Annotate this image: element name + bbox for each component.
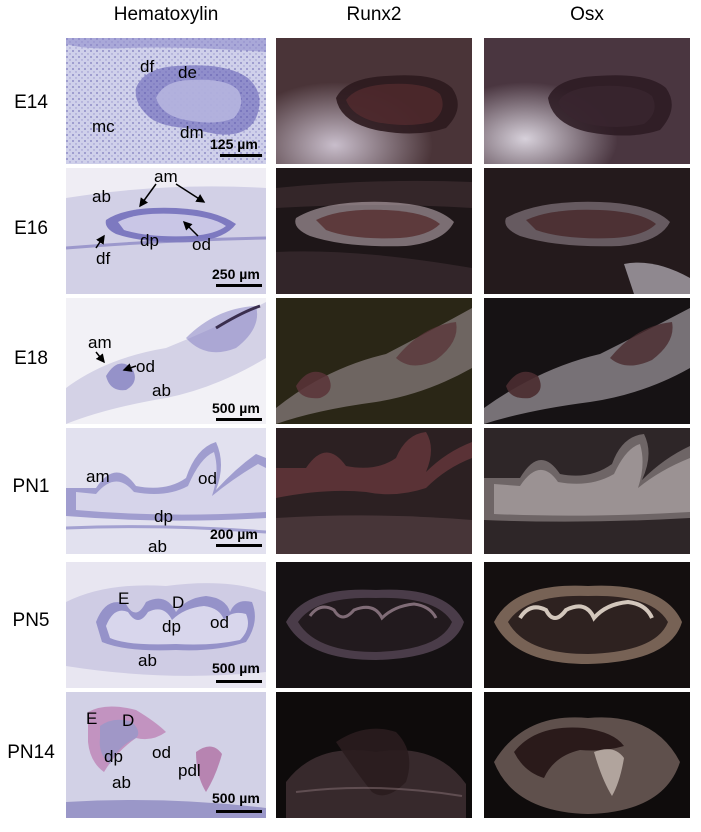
- annotation-df: df: [96, 249, 111, 268]
- panel-pn5-hematoxylin: E D dp od ab 500 µm: [66, 562, 266, 688]
- tissue-image: [66, 168, 266, 294]
- annotation-od: od: [192, 235, 211, 254]
- panel-pn5-runx2: [276, 562, 472, 688]
- panel-pn1-runx2: [276, 428, 472, 554]
- column-header-hematoxylin: Hematoxylin: [113, 4, 219, 25]
- panel-e18-osx: [484, 298, 690, 424]
- annotation-dm: dm: [180, 123, 204, 142]
- annotation-pdl: pdl: [178, 761, 201, 780]
- tissue-image: [66, 38, 266, 164]
- panel-pn5-osx: [484, 562, 690, 688]
- panel-pn1-hematoxylin: am od dp ab 200 µm: [66, 428, 266, 554]
- row-label-pn5: PN5: [12, 610, 50, 631]
- row-label-pn14: PN14: [7, 742, 55, 763]
- annotation-df: df: [140, 57, 155, 76]
- tissue-image: [484, 562, 690, 688]
- annotation-od: od: [152, 743, 171, 762]
- annotation-am: am: [154, 168, 178, 186]
- annotation-dp: dp: [140, 231, 159, 250]
- annotation-ab: ab: [112, 773, 131, 792]
- scale-bar-label: 500 µm: [212, 660, 260, 676]
- panel-e18-runx2: [276, 298, 472, 424]
- tissue-image: [276, 428, 472, 554]
- annotation-od: od: [210, 613, 229, 632]
- panel-pn14-hematoxylin: E D dp od pdl ab 500 µm: [66, 692, 266, 818]
- tissue-image: [66, 562, 266, 688]
- annotation-d: D: [122, 711, 135, 730]
- tissue-image: [276, 168, 472, 294]
- tissue-image: [484, 692, 690, 818]
- annotation-dp: dp: [104, 747, 123, 766]
- tissue-image: [484, 38, 690, 164]
- tissue-image: [66, 428, 266, 554]
- annotation-e: E: [86, 709, 98, 728]
- annotation-od: od: [136, 357, 155, 376]
- annotation-dp: dp: [154, 507, 173, 526]
- scale-bar: [216, 284, 262, 287]
- scale-bar-label: 500 µm: [212, 400, 260, 416]
- panel-e18-hematoxylin: am od ab 500 µm: [66, 298, 266, 424]
- panel-e14-osx: [484, 38, 690, 164]
- scale-bar-label: 200 µm: [210, 526, 258, 542]
- column-header-runx2: Runx2: [346, 4, 402, 25]
- annotation-d: D: [172, 593, 185, 612]
- annotation-od: od: [198, 469, 217, 488]
- panel-e16-hematoxylin: am ab dp od df 250 µm: [66, 168, 266, 294]
- annotation-e: E: [118, 589, 130, 608]
- scale-bar: [216, 680, 262, 683]
- scale-bar: [216, 810, 262, 813]
- scale-bar-label: 250 µm: [212, 266, 260, 282]
- tissue-image: [276, 562, 472, 688]
- scale-bar: [216, 544, 262, 547]
- arrow-markers: [95, 183, 206, 249]
- panel-pn1-osx: [484, 428, 690, 554]
- annotation-ab: ab: [148, 537, 167, 554]
- annotation-am: am: [88, 333, 112, 352]
- scale-bar-label: 500 µm: [212, 790, 260, 806]
- scale-bar-label: 125 µm: [210, 136, 258, 152]
- tissue-image: [66, 692, 266, 818]
- annotation-ab: ab: [152, 381, 171, 400]
- panel-e16-runx2: [276, 168, 472, 294]
- annotation-ab: ab: [92, 187, 111, 206]
- row-label-e18: E18: [14, 348, 48, 369]
- panel-e16-osx: [484, 168, 690, 294]
- tissue-image: [276, 692, 472, 818]
- row-label-e14: E14: [14, 92, 48, 113]
- row-label-e16: E16: [14, 218, 48, 239]
- tissue-image: [484, 428, 690, 554]
- panel-e14-runx2: [276, 38, 472, 164]
- column-header-osx: Osx: [570, 4, 604, 25]
- scale-bar: [216, 418, 262, 421]
- annotation-ab: ab: [138, 651, 157, 670]
- panel-pn14-osx: [484, 692, 690, 818]
- arrow-markers: [95, 351, 137, 372]
- tissue-image: [484, 168, 690, 294]
- panel-e14-hematoxylin: df de mc dm 125 µm: [66, 38, 266, 164]
- annotation-am: am: [86, 467, 110, 486]
- annotation-mc: mc: [92, 117, 115, 136]
- tissue-image: [276, 38, 472, 164]
- row-label-pn1: PN1: [12, 476, 50, 497]
- panel-pn14-runx2: [276, 692, 472, 818]
- tissue-image: [276, 298, 472, 424]
- scale-bar: [220, 154, 262, 157]
- tissue-image: [484, 298, 690, 424]
- annotation-dp: dp: [162, 617, 181, 636]
- annotation-de: de: [178, 63, 197, 82]
